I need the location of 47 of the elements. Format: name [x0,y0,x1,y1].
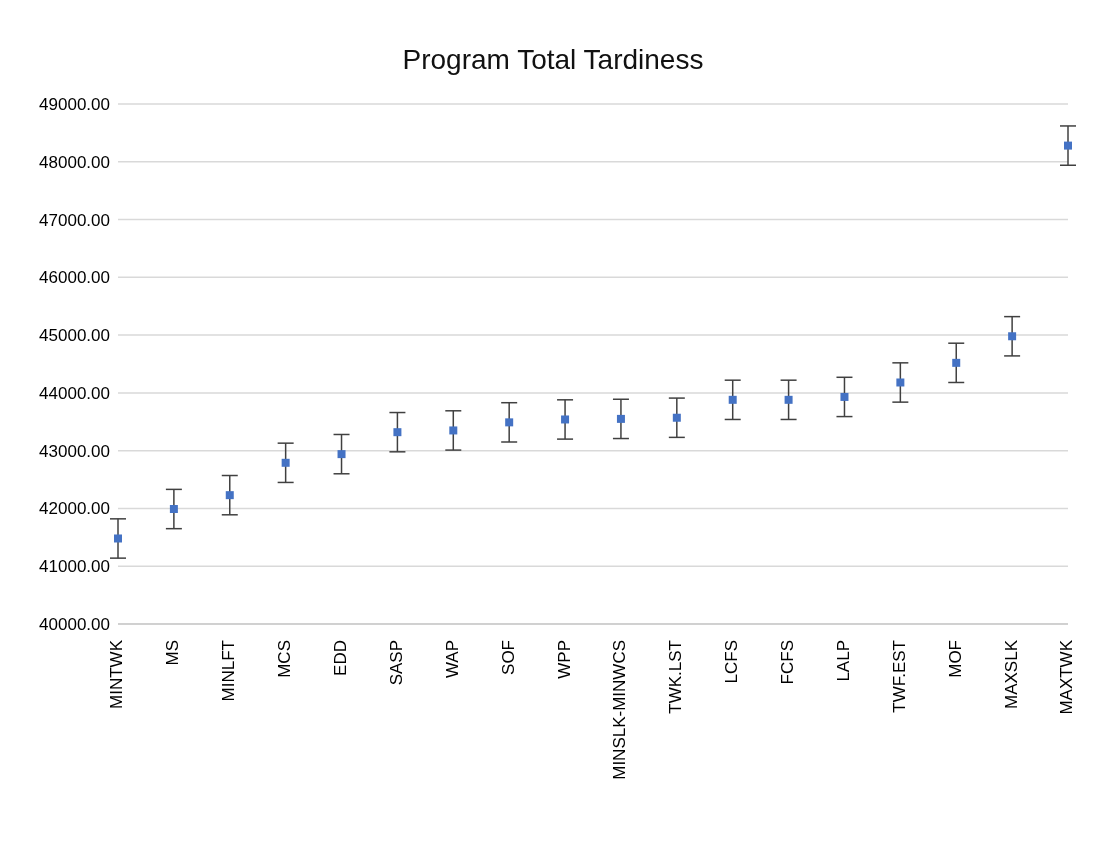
x-tick-label: SASP [386,640,406,686]
point [1064,141,1072,150]
y-tick-label: 48000.00 [39,152,110,172]
y-tick-label: 46000.00 [39,268,110,288]
point [616,414,625,423]
point [393,428,402,437]
y-tick-label: 45000.00 [39,326,110,346]
x-tick-label: SOF [498,640,518,675]
x-tick-label: MCS [275,640,295,678]
point [840,392,849,401]
x-tick-label: WAP [442,640,462,679]
point [169,505,178,514]
y-tick-label: 44000.00 [39,383,110,403]
x-tick-label: MAXTWK [1057,639,1077,715]
x-tick-label: LCFS [722,640,742,684]
point [952,358,961,367]
x-tick-label: LALP [833,640,853,682]
x-tick-label: TWF.EST [889,640,909,713]
point [784,395,793,404]
point [225,491,234,500]
x-tick-label: MAXSLK [1001,639,1021,709]
point [1008,332,1017,341]
x-tick-label: FCFS [778,640,798,685]
x-tick-label: MOF [945,640,965,678]
x-tick-label: MS [163,640,183,666]
chart-title: Program Total Tardiness [401,43,705,77]
y-tick-label: 42000.00 [39,499,110,519]
x-tick-label: MINSLK-MINWCS [610,640,630,780]
y-tick-label: 49000.00 [39,95,110,115]
point [672,413,681,422]
y-tick-label: 47000.00 [39,210,110,230]
point [505,418,514,427]
point [728,395,737,404]
x-tick-label: MINTWK [107,639,127,709]
point [337,450,346,459]
y-tick-label: 40000.00 [39,615,110,635]
point [561,415,570,424]
point [281,458,290,467]
x-tick-label: MINLFT [219,640,239,702]
y-tick-label: 41000.00 [39,557,110,577]
y-tick-label: 43000.00 [39,441,110,461]
x-tick-label: WPP [554,640,574,679]
x-tick-label: TWK.LST [666,640,686,714]
x-tick-label: EDD [331,640,351,676]
point [449,426,458,435]
point [896,378,905,387]
point [114,534,122,543]
